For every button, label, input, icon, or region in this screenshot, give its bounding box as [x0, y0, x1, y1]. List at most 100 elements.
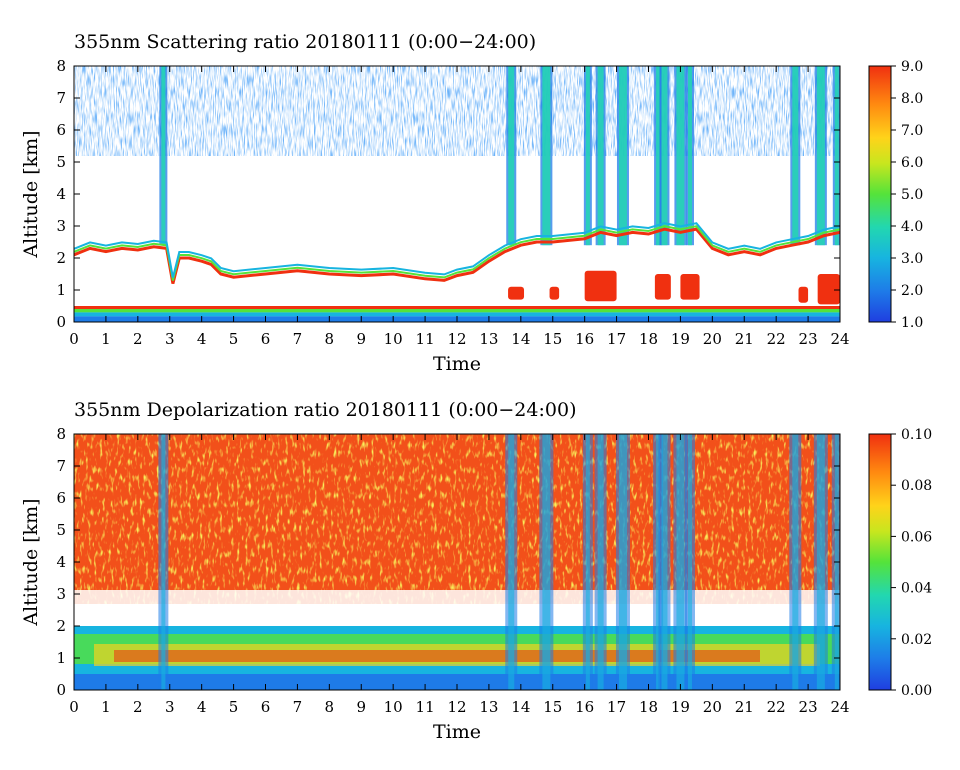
cloud-column-core: [656, 434, 661, 690]
x-tick-label: 6: [261, 330, 271, 348]
colorbar-tick-label: 3.0: [901, 251, 923, 267]
cloud-columns: [159, 66, 840, 246]
x-tick-label: 7: [293, 330, 303, 348]
x-axis: 0 1 2 3 4 5 6 7 8 9 10 11 12 13 14 15 16 17 18 19 20 21 22 23 24: [69, 66, 850, 348]
colorbar: 0.00 0.02 0.04 0.06 0.08 0.10: [868, 427, 932, 699]
colorbar-tick-label: 0.06: [901, 529, 932, 545]
y-tick-label: 0: [56, 313, 66, 331]
x-tick-label: 0: [69, 698, 79, 716]
colorbar-tick-label: 0.08: [901, 478, 932, 494]
x-tick-label: 11: [416, 698, 435, 716]
x-tick-label: 21: [735, 698, 754, 716]
noise-texture: [74, 66, 840, 156]
x-tick-label: 23: [799, 330, 818, 348]
colorbar-tick-label: 2.0: [901, 283, 923, 299]
x-tick-label: 10: [384, 698, 403, 716]
x-tick-label: 3: [165, 698, 175, 716]
colorbar-tick-label: 5.0: [901, 187, 923, 203]
x-tick-label: 4: [197, 698, 207, 716]
colorbar-ticks: 1.0 2.0 3.0 4.0 5.0 6.0 7.0 8.0 9.0: [891, 59, 923, 331]
cloud-column-core: [618, 66, 627, 246]
y-axis-label: Altitude [km]: [20, 498, 42, 626]
y-tick-label: 2: [56, 249, 66, 267]
cloud-column-core: [792, 66, 799, 246]
x-axis: 0 1 2 3 4 5 6 7 8 9 10 11 12 13 14 15 16 17 18 19 20 21 22 23 24: [69, 434, 850, 716]
colorbar: 1.0 2.0 3.0 4.0 5.0 6.0 7.0 8.0 9.0: [868, 59, 923, 331]
cloud-column-core: [585, 434, 590, 690]
x-tick-label: 14: [511, 698, 530, 716]
colorbar-tick-label: 7.0: [901, 123, 923, 139]
y-tick-label: 7: [56, 457, 66, 475]
cloud-column-core: [792, 434, 799, 690]
x-tick-label: 9: [356, 330, 366, 348]
x-tick-label: 2: [133, 330, 143, 348]
noise-texture: [74, 434, 840, 604]
colorbar-ticks: 0.00 0.02 0.04 0.06 0.08 0.10: [891, 427, 932, 699]
x-tick-label: 5: [229, 698, 239, 716]
y-tick-label: 7: [56, 89, 66, 107]
y-tick-label: 6: [56, 489, 66, 507]
cloud-column-core: [661, 434, 668, 690]
surface-band-top: [74, 306, 840, 309]
x-tick-label: 12: [447, 330, 466, 348]
aerosol-layer: [74, 626, 840, 690]
cloud-column-core: [508, 434, 515, 690]
x-tick-label: 15: [543, 698, 562, 716]
x-tick-label: 14: [511, 330, 530, 348]
cloud-column-core: [816, 66, 825, 246]
high-ratio-patch: [508, 286, 525, 300]
chart-title: 355nm Depolarization ratio 20180111 (0:0…: [74, 399, 576, 421]
high-ratio-patch: [584, 270, 617, 302]
colorbar-tick-label: 0.10: [901, 427, 932, 443]
high-ratio-patch: [549, 286, 560, 300]
x-tick-label: 24: [830, 698, 849, 716]
x-tick-label: 17: [607, 330, 626, 348]
x-tick-label: 15: [543, 330, 562, 348]
cloud-column-core: [618, 434, 627, 690]
colorbar-tick-label: 9.0: [901, 59, 923, 75]
surface-band-low: [74, 312, 840, 317]
x-tick-label: 17: [607, 698, 626, 716]
y-tick-label: 6: [56, 121, 66, 139]
scattering-ratio-panel: 355nm Scattering ratio 20180111 (0:00−24…: [20, 31, 923, 375]
x-tick-label: 16: [575, 330, 594, 348]
x-tick-label: 19: [671, 330, 690, 348]
cloud-column-core: [542, 66, 551, 246]
x-tick-label: 7: [293, 698, 303, 716]
x-tick-label: 12: [447, 698, 466, 716]
x-tick-label: 2: [133, 698, 143, 716]
x-tick-label: 19: [671, 698, 690, 716]
x-tick-label: 8: [325, 698, 335, 716]
cloud-column-core: [676, 434, 685, 690]
x-tick-label: 6: [261, 698, 271, 716]
x-tick-label: 1: [101, 698, 111, 716]
x-tick-label: 22: [767, 330, 786, 348]
y-tick-label: 4: [56, 185, 66, 203]
plot-area: [74, 66, 840, 322]
cloud-column-core: [816, 434, 825, 690]
cloud-column-core: [687, 434, 692, 690]
x-tick-label: 10: [384, 330, 403, 348]
high-ratio-patch: [817, 274, 840, 305]
chart-title: 355nm Scattering ratio 20180111 (0:00−24…: [74, 31, 536, 53]
cloud-column-core: [656, 66, 661, 246]
boundary-layer-edge-outer: [74, 222, 840, 278]
high-ratio-patch: [680, 274, 700, 300]
colorbar-tick-label: 0.04: [901, 581, 932, 597]
colorbar-tick-label: 0.00: [901, 683, 932, 699]
x-tick-label: 9: [356, 698, 366, 716]
y-axis-label: Altitude [km]: [20, 130, 42, 258]
cloud-column-core: [661, 66, 668, 246]
x-tick-label: 5: [229, 330, 239, 348]
y-axis: 0 1 2 3 4 5 6 7 8: [56, 425, 840, 699]
y-tick-label: 8: [56, 425, 66, 443]
transition-gap: [74, 590, 840, 616]
colorbar-tick-label: 0.02: [901, 632, 932, 648]
colorbar-tick-label: 4.0: [901, 219, 923, 235]
high-ratio-patch: [654, 274, 671, 300]
x-tick-label: 16: [575, 698, 594, 716]
y-tick-label: 1: [56, 649, 66, 667]
x-tick-label: 13: [479, 698, 498, 716]
x-tick-label: 22: [767, 698, 786, 716]
plot-area: [74, 434, 840, 690]
